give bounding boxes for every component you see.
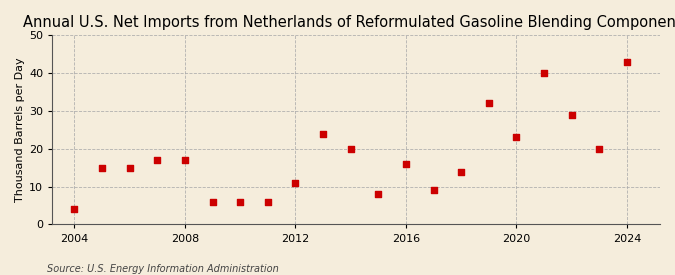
- Point: [511, 135, 522, 140]
- Point: [235, 200, 246, 204]
- Point: [373, 192, 383, 196]
- Point: [69, 207, 80, 211]
- Point: [456, 169, 466, 174]
- Point: [566, 112, 577, 117]
- Point: [207, 200, 218, 204]
- Point: [594, 147, 605, 151]
- Point: [539, 71, 549, 75]
- Point: [263, 200, 273, 204]
- Point: [152, 158, 163, 162]
- Point: [318, 131, 329, 136]
- Point: [400, 162, 411, 166]
- Text: Source: U.S. Energy Information Administration: Source: U.S. Energy Information Administ…: [47, 264, 279, 274]
- Point: [124, 166, 135, 170]
- Point: [483, 101, 494, 106]
- Title: Annual U.S. Net Imports from Netherlands of Reformulated Gasoline Blending Compo: Annual U.S. Net Imports from Netherlands…: [23, 15, 675, 30]
- Point: [622, 60, 632, 64]
- Point: [428, 188, 439, 192]
- Point: [97, 166, 107, 170]
- Y-axis label: Thousand Barrels per Day: Thousand Barrels per Day: [15, 57, 25, 202]
- Point: [345, 147, 356, 151]
- Point: [290, 181, 301, 185]
- Point: [180, 158, 190, 162]
